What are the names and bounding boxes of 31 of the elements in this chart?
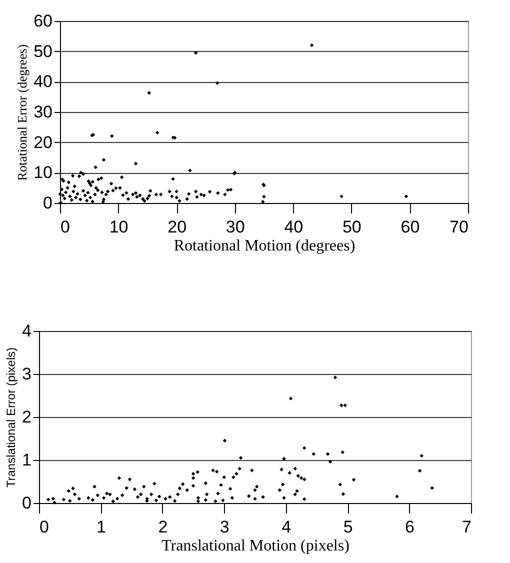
x-tick-label: 6 <box>405 518 415 536</box>
x-tick-label: 7 <box>462 518 472 536</box>
y-axis-title: Translational Error (pixels) <box>4 347 18 488</box>
x-tick-label: 5 <box>343 518 353 536</box>
x-tick-label: 60 <box>400 218 420 236</box>
x-tick-label: 30 <box>226 218 245 236</box>
y-tick-label: 0 <box>43 194 52 212</box>
y-tick-label: 2 <box>22 408 32 426</box>
y-tick-label: 3 <box>22 364 32 384</box>
y-tick-label: 30 <box>34 102 52 122</box>
x-axis-title: Rotational Motion (degrees) <box>174 238 356 254</box>
x-tick-label: 40 <box>284 218 304 236</box>
y-tick-label: 40 <box>34 72 52 92</box>
y-tick-label: 10 <box>34 163 52 182</box>
x-axis-title: Translational Motion (pixels) <box>162 538 350 554</box>
x-tick-label: 50 <box>342 218 362 236</box>
y-tick-label: 4 <box>22 322 32 340</box>
x-tick-label: 1 <box>96 518 106 536</box>
x-tick-label: 3 <box>220 518 230 536</box>
x-tick-label: 4 <box>282 518 292 536</box>
y-tick-label: 20 <box>34 132 52 152</box>
x-tick-label: 10 <box>109 218 128 236</box>
y-axis-title: Rotational Error (degrees) <box>14 44 30 181</box>
y-tick-label: 60 <box>34 12 52 30</box>
x-tick-label: 20 <box>168 218 187 236</box>
x-tick-label: 2 <box>158 518 168 536</box>
x-tick-label: 0 <box>60 218 70 236</box>
y-tick-label: 1 <box>22 450 32 470</box>
x-tick-label: 70 <box>450 218 468 236</box>
y-tick-label: 0 <box>22 494 32 512</box>
y-tick-label: 50 <box>34 42 52 61</box>
